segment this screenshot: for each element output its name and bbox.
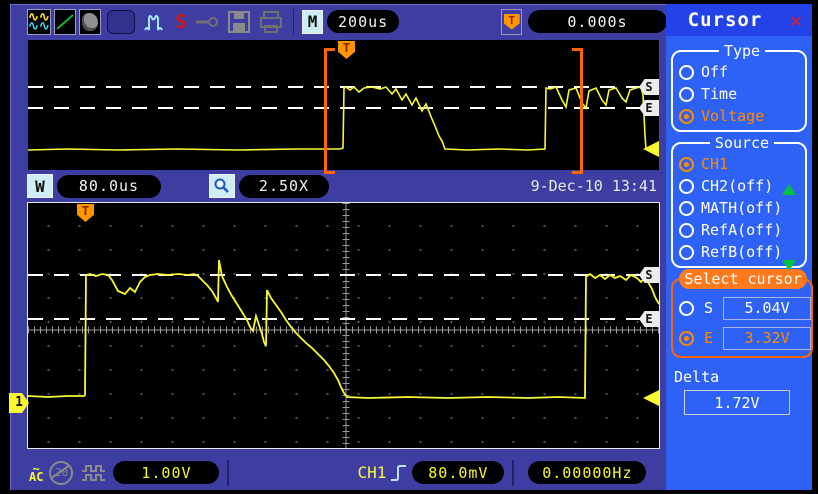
cursor-s-value: 5.04V: [723, 296, 812, 320]
trigger-position-marker-upper[interactable]: T: [338, 41, 355, 59]
delta-label: Delta: [674, 368, 720, 386]
bottom-divider-2: [512, 459, 515, 486]
source-option-math[interactable]: MATH(off): [679, 197, 805, 219]
trigger-offset-readout: 0.000s: [527, 10, 668, 33]
print-icon[interactable]: [259, 10, 285, 34]
menu-body: Type Off Time Voltage Source C: [666, 40, 814, 415]
zoom-factor-readout: 2.50X: [239, 174, 329, 198]
window-timebase-readout: 80.0us: [57, 174, 161, 198]
bottom-status-bar: ~ AC 20 1.00V CH1 80.0mV 0.00000Hz: [11, 454, 667, 491]
cursor-s-tag[interactable]: S: [639, 267, 659, 283]
delta-value: 1.72V: [684, 390, 790, 415]
lower-waveform-svg: [28, 203, 659, 448]
cursor-e-tag[interactable]: E: [639, 311, 659, 327]
trigger-offset-icon: T: [501, 8, 522, 35]
radio-icon: [679, 200, 694, 216]
menu-title: Cursor: [687, 9, 763, 31]
radio-icon: [679, 178, 694, 194]
upper-waveform-svg: [28, 85, 659, 152]
save-icon[interactable]: [227, 10, 251, 34]
main-timebase-button[interactable]: M: [302, 9, 323, 34]
radio-icon: [679, 156, 694, 172]
source-option-ch2[interactable]: CH2(off): [679, 175, 805, 197]
bandwidth-limit-icon: 20: [49, 460, 74, 485]
cursor-s-tag-upper[interactable]: S: [639, 79, 659, 95]
probe-squarewave-icon: [81, 464, 107, 482]
channel1-position-marker[interactable]: 1: [9, 393, 29, 413]
scroll-down-icon[interactable]: [782, 260, 796, 271]
radio-icon: [679, 244, 694, 260]
menu-header: Cursor ✕: [666, 4, 812, 36]
timebase-readout: 200us: [326, 10, 400, 33]
top-toolbar: ∿∿ ∿∿ S: [11, 5, 668, 38]
radio-icon: [679, 330, 694, 346]
select-cursor-button[interactable]: Select cursor: [679, 269, 808, 289]
toolbar-divider: [292, 8, 295, 35]
fingerprint-icon[interactable]: [78, 8, 101, 35]
trigger-position-marker-lower[interactable]: T: [77, 204, 94, 222]
select-cursor-group: Select cursor S 5.04V E 3.32V: [671, 269, 814, 358]
cursor-s-row[interactable]: S 5.04V: [679, 293, 812, 323]
upper-waveform-window: T S E: [28, 40, 659, 174]
radio-icon: [679, 108, 694, 124]
bottom-divider-1: [227, 459, 230, 486]
zoom-window-left-bracket[interactable]: [324, 48, 335, 174]
empty-status-slot: [106, 9, 136, 34]
source-group-title: Source: [714, 134, 770, 152]
radio-icon: [679, 86, 694, 102]
ch1-trace-lower: [28, 259, 659, 399]
zoom-window-right-bracket[interactable]: [572, 48, 583, 174]
radio-icon: [679, 222, 694, 238]
ch1-trace-upper: [28, 85, 659, 152]
type-option-off[interactable]: Off: [679, 61, 805, 83]
cursor-e-value: 3.32V: [723, 326, 812, 350]
volts-div-readout: 1.00V: [113, 461, 220, 484]
key-lock-icon: [195, 14, 219, 30]
main-display-frame: ∿∿ ∿∿ S: [9, 4, 668, 491]
type-group-title: Type: [723, 42, 761, 60]
cursor-e-row[interactable]: E 3.32V: [679, 323, 812, 353]
trigger-level-readout: 80.0mV: [412, 461, 505, 484]
trigger-slope-rising-icon: [390, 463, 408, 483]
pulse-acquire-icon: [143, 10, 167, 34]
source-option-refa[interactable]: RefA(off): [679, 219, 805, 241]
source-group: Source CH1 CH2(off) MATH(off) RefA(off): [671, 134, 807, 271]
scroll-up-icon[interactable]: [782, 184, 796, 195]
lower-waveform-window: T S E: [27, 202, 660, 449]
source-option-refb[interactable]: RefB(off): [679, 241, 805, 263]
window-timebase-button[interactable]: W: [27, 174, 53, 198]
frequency-readout: 0.00000Hz: [528, 461, 647, 484]
delta-section: Delta 1.72V: [674, 368, 804, 415]
source-option-ch1[interactable]: CH1: [679, 153, 805, 175]
cursor-e-tag-upper[interactable]: E: [639, 100, 659, 116]
radio-icon: [679, 64, 694, 80]
stop-status-letter: S: [175, 10, 187, 33]
channel-waves-icon[interactable]: ∿∿ ∿∿: [27, 8, 51, 35]
ramp-display-icon[interactable]: [53, 8, 76, 35]
radio-icon: [679, 300, 694, 316]
cursor-menu-sidebar: Cursor ✕ Type Off Time Voltage: [666, 4, 814, 490]
type-group: Type Off Time Voltage: [671, 42, 807, 132]
close-icon[interactable]: ✕: [789, 8, 803, 32]
window-timebase-bar: W 80.0us 2.50X 9-Dec-10 13:41: [11, 170, 667, 202]
trigger-source-label: CH1: [357, 463, 387, 482]
type-option-time[interactable]: Time: [679, 83, 805, 105]
coupling-ac-icon: ~ AC: [29, 461, 44, 484]
magnifier-icon: [209, 174, 235, 198]
datetime-readout: 9-Dec-10 13:41: [530, 177, 657, 195]
type-option-voltage[interactable]: Voltage: [679, 105, 805, 127]
